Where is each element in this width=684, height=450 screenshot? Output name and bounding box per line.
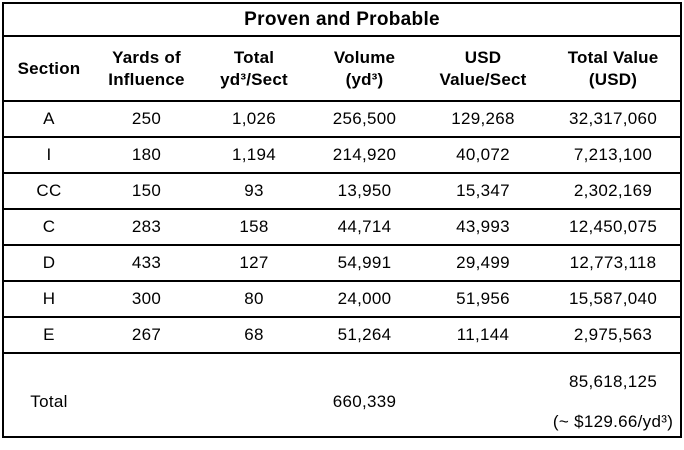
table-header-row: Section Yards of Influence Total yd³/Sec… — [4, 36, 681, 102]
cell-total-value: 12,450,075 — [546, 209, 681, 246]
column-header-volume-yd3: Volume (yd³) — [309, 36, 420, 102]
cell-total-yd3-per-sect: 127 — [199, 245, 309, 282]
header-line: Section — [17, 58, 81, 78]
cell-total-value: 7,213,100 — [546, 137, 681, 174]
column-header-section: Section — [4, 36, 94, 102]
cell-usd-value-per-sect: 129,268 — [420, 101, 546, 138]
cell-section: E — [4, 317, 94, 354]
cell-section: CC — [4, 173, 94, 210]
cell-total-value: 12,773,118 — [546, 245, 681, 282]
cell-total-yd3-per-sect: 158 — [199, 209, 309, 246]
cell-section: I — [4, 137, 94, 174]
total-label: Total — [30, 392, 68, 411]
total-volume: 660,339 — [332, 392, 397, 411]
column-header-yards-of-influence: Yards of Influence — [94, 36, 199, 102]
cell-yards-of-influence: 433 — [94, 245, 199, 282]
column-header-total-yd3-per-sect: Total yd³/Sect — [199, 36, 309, 102]
cell-volume: 51,264 — [309, 317, 420, 354]
empty-cell — [94, 353, 199, 450]
cell-usd-value-per-sect: 29,499 — [420, 245, 546, 282]
total-value-sum: 85,618,125 — [568, 372, 658, 391]
cell-yards-of-influence: 267 — [94, 317, 199, 354]
cell-total-yd3-per-sect: 1,194 — [199, 137, 309, 174]
proven-probable-table: Proven and Probable Section Yards of Inf… — [4, 4, 681, 450]
column-header-usd-value-per-sect: USD Value/Sect — [420, 36, 546, 102]
header-line: Total Value — [567, 48, 659, 68]
header-line: Volume — [333, 48, 396, 68]
cell-total-value: 15,587,040 — [546, 281, 681, 318]
cell-section: A — [4, 101, 94, 138]
table-row-section-a: A 250 1,026 256,500 129,268 32,317,060 — [4, 101, 681, 138]
cell-volume: 13,950 — [309, 173, 420, 210]
cell-yards-of-influence: 250 — [94, 101, 199, 138]
table-row-section-d: D 433 127 54,991 29,499 12,773,118 — [4, 245, 681, 282]
cell-total-yd3-per-sect: 80 — [199, 281, 309, 318]
proven-and-probable-page: Proven and Probable Section Yards of Inf… — [0, 0, 684, 440]
cell-total-value: 32,317,060 — [546, 101, 681, 138]
cell-usd-value-per-sect: 40,072 — [420, 137, 546, 174]
header-line: (USD) — [588, 69, 638, 89]
table-row-total: Total 660,339 85,618,125 (~ $129.66/yd³) — [4, 353, 680, 450]
cell-section: H — [4, 281, 94, 318]
empty-cell — [420, 353, 546, 450]
cell-section: D — [4, 245, 94, 282]
cell-yards-of-influence: 283 — [94, 209, 199, 246]
cell-section: C — [4, 209, 94, 246]
header-line: yd³/Sect — [220, 69, 288, 89]
cell-usd-value-per-sect: 51,956 — [420, 281, 546, 318]
cell-volume: 24,000 — [309, 281, 420, 318]
cell-volume: 54,991 — [309, 245, 420, 282]
cell-volume: 214,920 — [309, 137, 420, 174]
header-line: (yd³) — [345, 69, 384, 89]
header-line: Value/Sect — [439, 69, 527, 89]
total-value-cell: 85,618,125 (~ $129.66/yd³) — [546, 353, 680, 450]
header-line: Influence — [108, 69, 185, 89]
cell-yards-of-influence: 180 — [94, 137, 199, 174]
table-row-section-c: C 283 158 44,714 43,993 12,450,075 — [4, 209, 681, 246]
header-line: Yards of — [112, 48, 181, 68]
cell-usd-value-per-sect: 43,993 — [420, 209, 546, 246]
cell-usd-value-per-sect: 15,347 — [420, 173, 546, 210]
table-title: Proven and Probable — [4, 4, 681, 37]
spacer — [548, 392, 678, 412]
table-row-section-e: E 267 68 51,264 11,144 2,975,563 — [4, 317, 681, 354]
cell-total-yd3-per-sect: 1,026 — [199, 101, 309, 138]
cell-yards-of-influence: 300 — [94, 281, 199, 318]
table-row-section-i: I 180 1,194 214,920 40,072 7,213,100 — [4, 137, 681, 174]
cell-total-value: 2,302,169 — [546, 173, 681, 210]
column-header-total-value-usd: Total Value (USD) — [546, 36, 681, 102]
cell-usd-value-per-sect: 11,144 — [420, 317, 546, 354]
table-row-section-cc: CC 150 93 13,950 15,347 2,302,169 — [4, 173, 681, 210]
cell-volume: 44,714 — [309, 209, 420, 246]
cell-total-value: 2,975,563 — [546, 317, 681, 354]
cell-yards-of-influence: 150 — [94, 173, 199, 210]
cell-total-yd3-per-sect: 68 — [199, 317, 309, 354]
total-value-per-yd3-note: (~ $129.66/yd³) — [552, 412, 674, 431]
table-title-row: Proven and Probable — [4, 4, 681, 37]
reserve-table-frame: Proven and Probable Section Yards of Inf… — [2, 2, 682, 438]
empty-cell — [199, 353, 309, 450]
cell-total-yd3-per-sect: 93 — [199, 173, 309, 210]
header-line: USD — [464, 48, 502, 68]
cell-volume: 256,500 — [309, 101, 420, 138]
table-row-section-h: H 300 80 24,000 51,956 15,587,040 — [4, 281, 681, 318]
header-line: Total — [233, 48, 275, 68]
